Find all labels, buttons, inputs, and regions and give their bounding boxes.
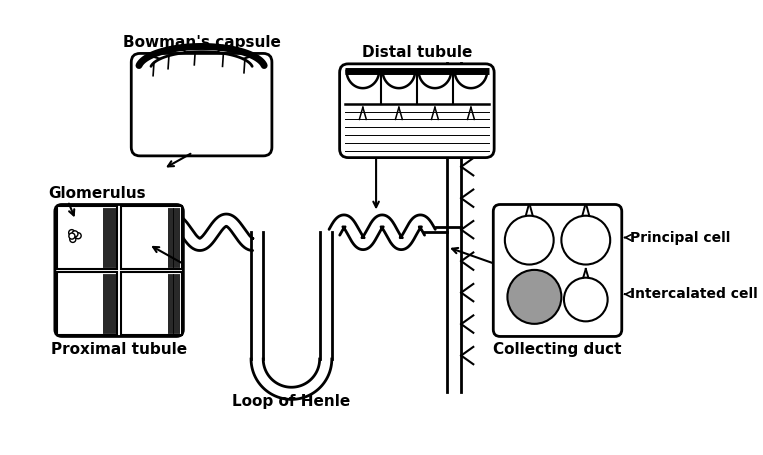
Text: Collecting duct: Collecting duct — [493, 342, 622, 357]
FancyBboxPatch shape — [55, 204, 183, 336]
Text: Proximal tubule: Proximal tubule — [51, 342, 187, 357]
Circle shape — [564, 278, 607, 321]
Circle shape — [505, 216, 554, 264]
Bar — [121, 272, 182, 335]
Circle shape — [562, 216, 610, 264]
Text: Principal cell: Principal cell — [625, 231, 731, 244]
Bar — [56, 272, 118, 335]
Text: Distal tubule: Distal tubule — [362, 46, 472, 61]
Text: Glomerulus: Glomerulus — [48, 186, 146, 201]
FancyBboxPatch shape — [131, 53, 272, 156]
Bar — [56, 206, 118, 269]
FancyBboxPatch shape — [340, 64, 494, 157]
Bar — [121, 206, 182, 269]
Text: Bowman's capsule: Bowman's capsule — [123, 35, 281, 50]
Circle shape — [69, 236, 76, 243]
FancyBboxPatch shape — [494, 204, 622, 336]
Circle shape — [69, 233, 75, 239]
Circle shape — [507, 270, 562, 324]
Circle shape — [72, 231, 78, 237]
Circle shape — [75, 233, 81, 239]
Text: Loop of Henle: Loop of Henle — [232, 394, 350, 410]
Text: Intercalated cell: Intercalated cell — [625, 287, 758, 301]
Circle shape — [69, 230, 75, 236]
